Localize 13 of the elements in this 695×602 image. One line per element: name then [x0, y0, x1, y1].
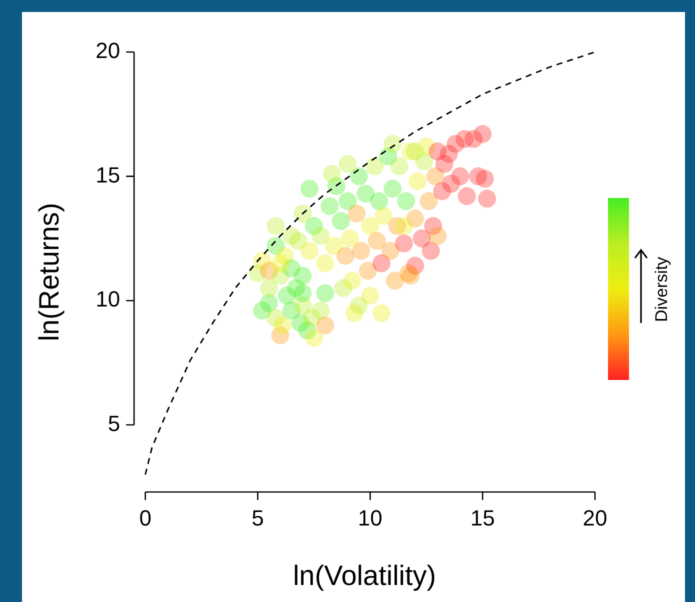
- x-tick-label: 20: [582, 505, 608, 530]
- y-axis-title: ln(Returns): [34, 202, 65, 342]
- line-series: [144, 51, 596, 476]
- y-tick-label: 20: [96, 38, 120, 64]
- x-tick-label: 0: [139, 505, 152, 530]
- x-axis-title: ln(Volatility): [292, 560, 436, 591]
- color-bar-title: Diversity: [651, 255, 672, 324]
- y-tick-label: 15: [96, 162, 120, 188]
- y-tick-label: 10: [96, 286, 120, 312]
- x-tick-label: 10: [358, 505, 382, 530]
- x-tick-label: 15: [470, 505, 495, 530]
- y-tick-label: 5: [108, 410, 120, 436]
- x-tick-label: 5: [252, 505, 264, 530]
